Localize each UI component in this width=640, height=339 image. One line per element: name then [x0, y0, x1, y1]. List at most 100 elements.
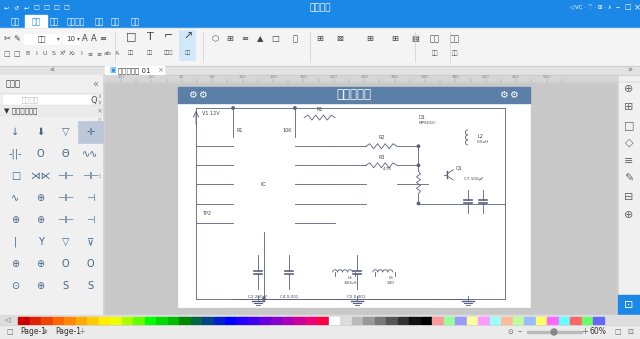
Bar	[305, 317, 317, 323]
Text: ⚙: ⚙	[499, 90, 508, 100]
Text: ×: ×	[96, 108, 102, 114]
Bar	[527, 331, 582, 333]
Text: 页面布局: 页面布局	[67, 17, 85, 26]
Text: Page-1: Page-1	[55, 327, 81, 337]
Text: ⊞: ⊞	[317, 34, 323, 43]
Text: 20: 20	[179, 75, 184, 79]
Text: -60: -60	[118, 75, 124, 79]
Text: 宋体: 宋体	[38, 36, 46, 42]
Bar	[444, 317, 454, 323]
Text: B: B	[25, 51, 29, 56]
Text: ⊕: ⊕	[36, 259, 45, 269]
Bar	[0, 66, 640, 75]
Bar	[259, 317, 271, 323]
Bar	[237, 317, 248, 323]
Bar	[103, 82, 618, 315]
Text: 亿图图示: 亿图图示	[309, 3, 331, 12]
Text: O: O	[61, 259, 69, 269]
Text: □: □	[125, 32, 136, 42]
Text: ≡: ≡	[241, 34, 248, 43]
Bar	[420, 317, 431, 323]
Text: ◁: ◁	[5, 317, 11, 323]
Text: ⊕: ⊕	[36, 281, 45, 291]
Bar	[570, 317, 581, 323]
Text: L4
330uH: L4 330uH	[344, 276, 357, 285]
Text: 180: 180	[300, 75, 307, 79]
Text: ↗: ↗	[183, 32, 193, 42]
Text: ⬇: ⬇	[36, 127, 45, 137]
Text: 220: 220	[330, 75, 338, 79]
Text: IC: IC	[261, 182, 267, 187]
Bar	[467, 317, 477, 323]
Bar	[524, 317, 535, 323]
Text: ⊞: ⊞	[392, 34, 399, 43]
Circle shape	[417, 164, 420, 166]
Bar	[536, 317, 547, 323]
Text: MPSH10: MPSH10	[419, 121, 435, 125]
Bar	[225, 317, 236, 323]
Text: 260: 260	[360, 75, 368, 79]
Circle shape	[417, 145, 420, 147]
Text: 基本电路图: 基本电路图	[337, 88, 371, 101]
Text: ⊣: ⊣	[86, 193, 95, 203]
Bar	[386, 317, 397, 323]
Text: □: □	[625, 4, 631, 11]
Text: ⊽: ⊽	[87, 237, 94, 247]
Text: ⊣⊢: ⊣⊢	[82, 171, 99, 181]
Bar	[513, 317, 524, 323]
Text: +: +	[582, 327, 588, 337]
Text: ⊡: ⊡	[627, 329, 633, 335]
Bar	[328, 317, 339, 323]
Bar	[351, 317, 362, 323]
Text: 500: 500	[543, 75, 550, 79]
Text: 搜索符号: 搜索符号	[22, 97, 38, 103]
Text: ⊕: ⊕	[36, 193, 45, 203]
Text: ✂: ✂	[3, 34, 10, 43]
Text: ∿: ∿	[12, 193, 20, 203]
Bar	[191, 317, 202, 323]
Text: ▾: ▾	[56, 37, 60, 41]
Text: ⌐: ⌐	[163, 32, 173, 42]
Bar	[282, 317, 294, 323]
Text: ▽: ▽	[61, 127, 69, 137]
Bar	[156, 317, 167, 323]
Text: TP2: TP2	[202, 211, 211, 216]
Text: ≡: ≡	[97, 51, 102, 56]
Bar	[547, 317, 558, 323]
Text: U: U	[43, 51, 47, 56]
Circle shape	[444, 169, 455, 181]
Bar	[41, 317, 52, 323]
Text: –: –	[518, 327, 522, 337]
Text: R1: R1	[316, 107, 323, 112]
Bar	[501, 317, 512, 323]
Text: 300: 300	[390, 75, 399, 79]
Text: 开始: 开始	[31, 17, 40, 26]
Text: R1: R1	[236, 128, 243, 134]
Text: 100: 100	[239, 75, 246, 79]
Text: ⊕: ⊕	[36, 215, 45, 225]
Bar	[618, 295, 640, 315]
Text: T: T	[147, 32, 154, 42]
Text: S: S	[63, 281, 68, 291]
Text: 符号: 符号	[110, 17, 120, 26]
Bar	[145, 317, 156, 323]
Text: ≡: ≡	[624, 156, 634, 166]
Text: ×: ×	[634, 3, 640, 12]
Text: 帮助: 帮助	[131, 17, 140, 26]
Text: ↩: ↩	[3, 5, 8, 10]
Text: ∨: ∨	[97, 100, 101, 105]
Text: 文本: 文本	[147, 50, 153, 55]
Text: ▾: ▾	[77, 37, 79, 41]
Text: ⊣⊢: ⊣⊢	[57, 193, 74, 203]
Text: □: □	[6, 329, 13, 335]
Text: C5 0.001: C5 0.001	[348, 295, 366, 299]
Text: 基本电路图 01: 基本电路图 01	[118, 67, 150, 74]
Bar	[168, 317, 179, 323]
Text: ↺: ↺	[13, 5, 19, 10]
Bar	[202, 317, 213, 323]
Text: ↩: ↩	[24, 5, 29, 10]
Text: «: «	[92, 79, 98, 89]
Text: ⊡: ⊡	[624, 300, 634, 310]
Text: 视图: 视图	[94, 17, 104, 26]
Text: 工具: 工具	[452, 50, 458, 56]
